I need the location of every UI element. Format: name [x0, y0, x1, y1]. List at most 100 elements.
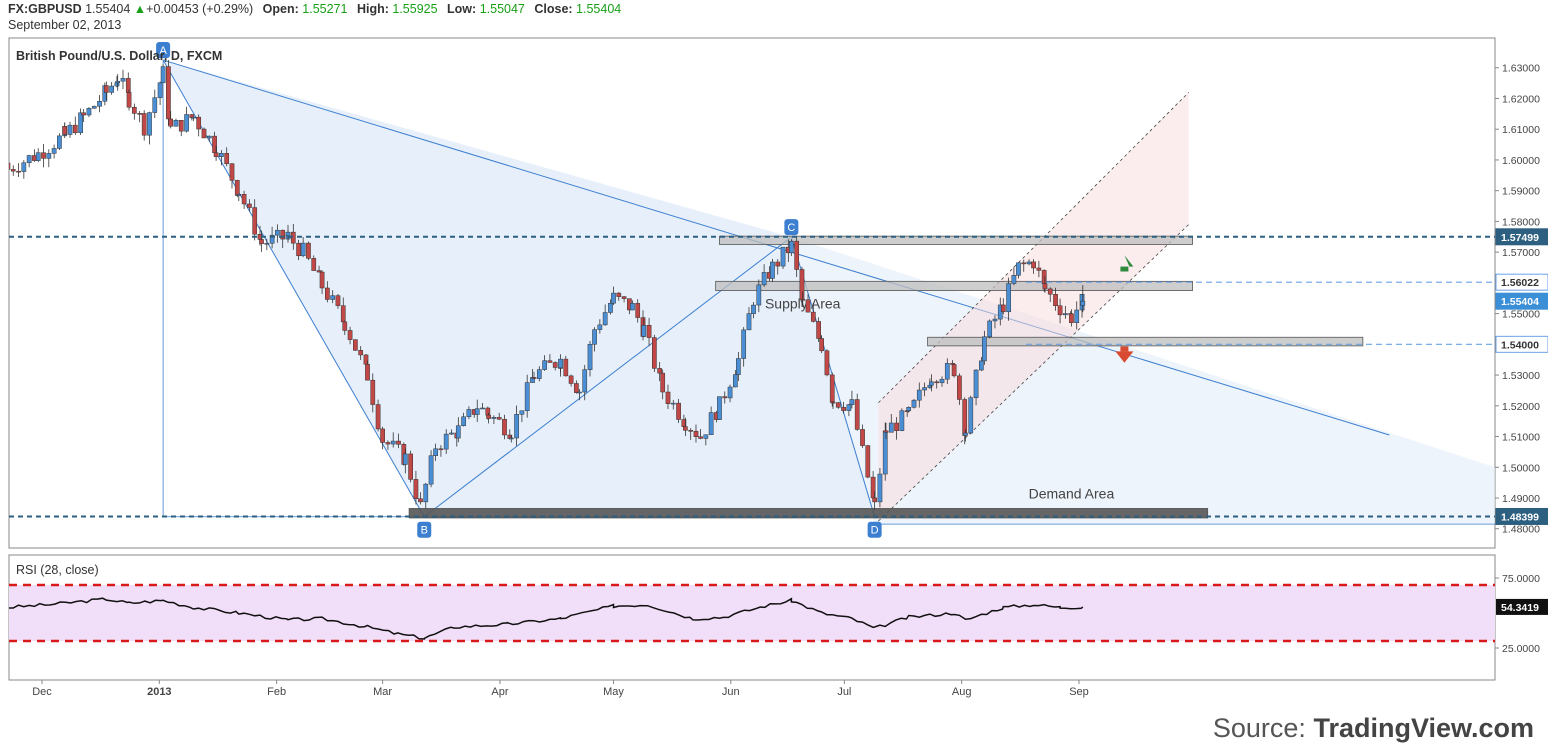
candle[interactable]: [514, 405, 519, 447]
candle[interactable]: [652, 334, 657, 372]
candle[interactable]: [219, 150, 224, 166]
zone-box-3[interactable]: [408, 508, 1209, 519]
candle[interactable]: [413, 470, 419, 505]
candle[interactable]: [780, 246, 786, 270]
candle[interactable]: [693, 424, 699, 443]
candle[interactable]: [455, 417, 461, 443]
candle[interactable]: [1006, 277, 1011, 321]
candle[interactable]: [330, 290, 336, 304]
candle[interactable]: [736, 352, 741, 381]
candle[interactable]: [385, 440, 391, 450]
candle[interactable]: [922, 382, 927, 397]
candle[interactable]: [402, 448, 408, 474]
candle[interactable]: [236, 194, 242, 202]
candle[interactable]: [547, 354, 553, 363]
candle[interactable]: [805, 294, 811, 313]
candle[interactable]: [1031, 259, 1036, 274]
candle[interactable]: [1042, 276, 1048, 293]
candle-last[interactable]: [1080, 285, 1086, 313]
point-badge-b[interactable]: [417, 521, 432, 538]
candle[interactable]: [1016, 262, 1021, 279]
candle[interactable]: [6, 158, 11, 171]
candle[interactable]: [1011, 266, 1017, 286]
candle[interactable]: [992, 315, 998, 329]
candle[interactable]: [963, 429, 968, 442]
candle[interactable]: [109, 82, 114, 95]
zone-box-0[interactable]: [715, 280, 1193, 291]
candle[interactable]: [502, 414, 507, 440]
candle[interactable]: [727, 384, 733, 403]
candle[interactable]: [160, 64, 166, 84]
candle[interactable]: [428, 450, 434, 488]
candle[interactable]: [380, 426, 385, 450]
candle[interactable]: [137, 110, 142, 123]
candle[interactable]: [375, 399, 381, 432]
candle[interactable]: [347, 326, 353, 345]
candle[interactable]: [1074, 301, 1080, 330]
candle[interactable]: [751, 302, 756, 319]
candle[interactable]: [531, 371, 537, 380]
candle[interactable]: [849, 390, 855, 409]
candle[interactable]: [665, 384, 671, 409]
candle[interactable]: [592, 327, 597, 352]
candle[interactable]: [296, 239, 301, 261]
candle[interactable]: [616, 292, 622, 301]
candle[interactable]: [474, 399, 480, 422]
candle[interactable]: [21, 160, 27, 179]
candle[interactable]: [552, 361, 558, 371]
candle[interactable]: [1053, 287, 1058, 311]
candle[interactable]: [602, 304, 608, 326]
candle[interactable]: [480, 403, 485, 410]
candle[interactable]: [91, 105, 97, 109]
candle[interactable]: [247, 199, 252, 212]
candle[interactable]: [810, 302, 816, 323]
candle[interactable]: [979, 357, 984, 372]
candle[interactable]: [770, 258, 775, 282]
candle[interactable]: [57, 133, 62, 151]
zone-box-2[interactable]: [927, 336, 1364, 347]
candle[interactable]: [733, 370, 738, 388]
candle[interactable]: [542, 355, 547, 371]
candle[interactable]: [390, 432, 396, 448]
candle[interactable]: [241, 190, 247, 209]
candle[interactable]: [916, 382, 922, 408]
candle[interactable]: [196, 114, 202, 137]
candle[interactable]: [635, 299, 641, 323]
candle[interactable]: [120, 69, 126, 90]
candle[interactable]: [899, 408, 905, 432]
candle[interactable]: [184, 106, 189, 133]
candle[interactable]: [872, 491, 877, 510]
candle[interactable]: [646, 317, 652, 347]
candle[interactable]: [191, 116, 196, 122]
candle[interactable]: [829, 372, 835, 407]
candle[interactable]: [957, 373, 962, 405]
candle[interactable]: [408, 450, 413, 483]
candle[interactable]: [168, 110, 174, 129]
candle[interactable]: [630, 300, 635, 311]
candle[interactable]: [86, 107, 92, 118]
candle[interactable]: [577, 389, 582, 401]
candle[interactable]: [558, 354, 563, 377]
candle[interactable]: [835, 401, 841, 409]
candle[interactable]: [141, 110, 147, 141]
candle[interactable]: [641, 318, 647, 338]
candle[interactable]: [358, 346, 364, 361]
candle[interactable]: [224, 147, 230, 167]
candle[interactable]: [103, 81, 109, 101]
candle[interactable]: [433, 443, 438, 461]
candle[interactable]: [877, 467, 883, 508]
candle[interactable]: [26, 154, 32, 168]
candle[interactable]: [944, 358, 950, 384]
candle[interactable]: [229, 163, 235, 189]
candle[interactable]: [830, 401, 836, 409]
candle[interactable]: [951, 363, 957, 378]
candle[interactable]: [608, 299, 613, 315]
candle[interactable]: [708, 406, 714, 435]
channel-upper-line[interactable]: [878, 92, 1190, 404]
resistance-trendline[interactable]: [162, 59, 1390, 436]
candle[interactable]: [536, 366, 542, 382]
candle[interactable]: [300, 237, 306, 258]
candle[interactable]: [883, 422, 889, 439]
candle[interactable]: [126, 89, 132, 111]
